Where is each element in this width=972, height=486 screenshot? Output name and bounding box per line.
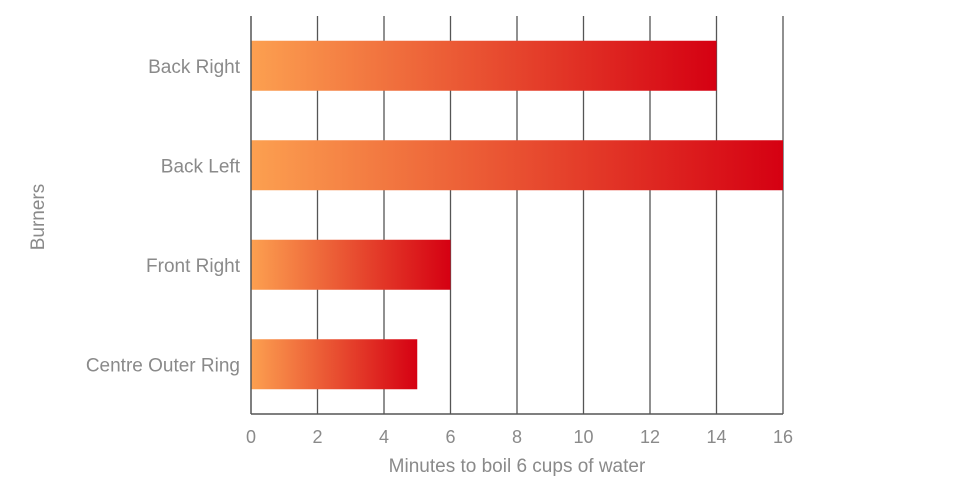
category-label-front-right: Front Right [146, 256, 241, 277]
x-tick-label-12: 12 [640, 427, 660, 447]
x-tick-label-10: 10 [573, 427, 593, 447]
category-label-back-left: Back Left [161, 156, 241, 177]
x-tick-labels: 0 2 4 6 8 10 12 14 16 [246, 427, 793, 447]
x-tick-label-4: 4 [379, 427, 389, 447]
bars [251, 40, 783, 390]
bar-centre-outer-ring [251, 339, 418, 390]
x-tick-label-2: 2 [312, 427, 322, 447]
bar-front-right [251, 239, 451, 290]
x-tick-label-0: 0 [246, 427, 256, 447]
category-label-back-right: Back Right [148, 57, 241, 78]
bar-back-left [251, 140, 783, 191]
axes [250, 16, 783, 415]
x-tick-label-6: 6 [445, 427, 455, 447]
x-tick-label-14: 14 [706, 427, 726, 447]
bar-back-right [251, 40, 717, 91]
category-label-centre-outer-ring: Centre Outer Ring [86, 355, 240, 376]
y-axis-title: Burners [28, 184, 49, 251]
x-axis-title: Minutes to boil 6 cups of water [389, 456, 646, 477]
x-tick-label-16: 16 [773, 427, 793, 447]
category-labels: Back Right Back Left Front Right Centre Out… [86, 57, 241, 377]
x-tick-label-8: 8 [512, 427, 522, 447]
